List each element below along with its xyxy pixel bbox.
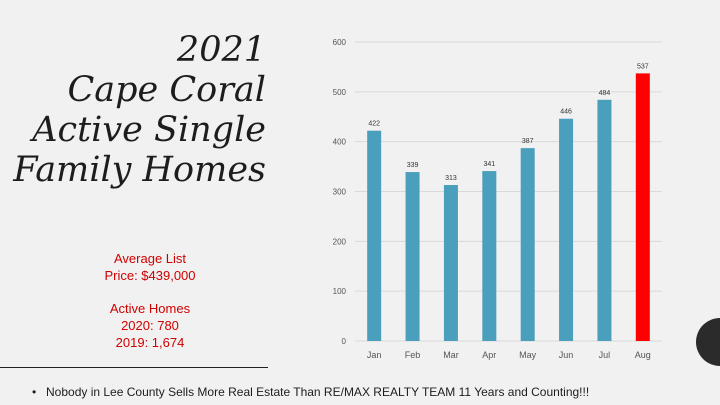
bar-aug [635, 73, 650, 342]
x-tick-label: Jun [559, 350, 574, 360]
y-tick-label: 600 [333, 38, 347, 47]
title-line-year: 2021 [176, 30, 266, 70]
data-label: 341 [483, 161, 495, 168]
bar-mar [443, 185, 458, 341]
data-label: 313 [445, 175, 457, 182]
bar-feb [405, 172, 420, 341]
average-list-price: Price: $439,000 [104, 268, 196, 283]
data-label: 422 [368, 121, 380, 128]
divider-line [0, 367, 268, 368]
bar-jan [367, 130, 382, 341]
bar-jul [597, 99, 612, 341]
active-homes-2019: 2019: 1,674 [115, 335, 185, 350]
data-label: 537 [637, 63, 649, 70]
x-tick-label: Feb [405, 350, 421, 360]
x-tick-label: May [519, 350, 537, 360]
bar-apr [482, 171, 497, 341]
average-list-label: Average List [113, 251, 187, 266]
stats-block: Average List Price: $439,000 Active Home… [80, 250, 220, 351]
x-tick-label: Mar [443, 350, 459, 360]
data-label: 446 [560, 109, 572, 116]
y-tick-label: 200 [333, 237, 347, 246]
x-tick-label: Aug [635, 350, 651, 360]
bar-jun [559, 118, 574, 341]
data-label: 339 [407, 162, 419, 169]
x-tick-label: Jul [599, 350, 611, 360]
bullet-icon: • [32, 385, 37, 399]
title-line-active: Active Single [32, 110, 266, 150]
y-tick-label: 0 [342, 337, 347, 346]
active-homes-2020: 2020: 780 [121, 318, 179, 333]
footer-text: Nobody in Lee County Sells More Real Est… [46, 385, 590, 399]
bar-may [520, 148, 535, 341]
y-tick-label: 300 [333, 188, 347, 197]
y-tick-label: 400 [333, 138, 347, 147]
data-label: 484 [599, 90, 611, 97]
active-homes-label: Active Homes [109, 301, 191, 316]
x-tick-label: Jan [367, 350, 382, 360]
y-tick-label: 500 [333, 88, 347, 97]
title-line-homes: Family Homes [13, 150, 266, 190]
title-line-city: Cape Coral [67, 70, 266, 110]
x-tick-label: Apr [482, 350, 496, 360]
data-label: 387 [522, 138, 534, 145]
chart-title: 2021 Cape Coral Active Single Family Hom… [0, 30, 266, 190]
y-tick-label: 100 [333, 287, 347, 296]
footer-note: • Nobody in Lee County Sells More Real E… [32, 385, 590, 399]
